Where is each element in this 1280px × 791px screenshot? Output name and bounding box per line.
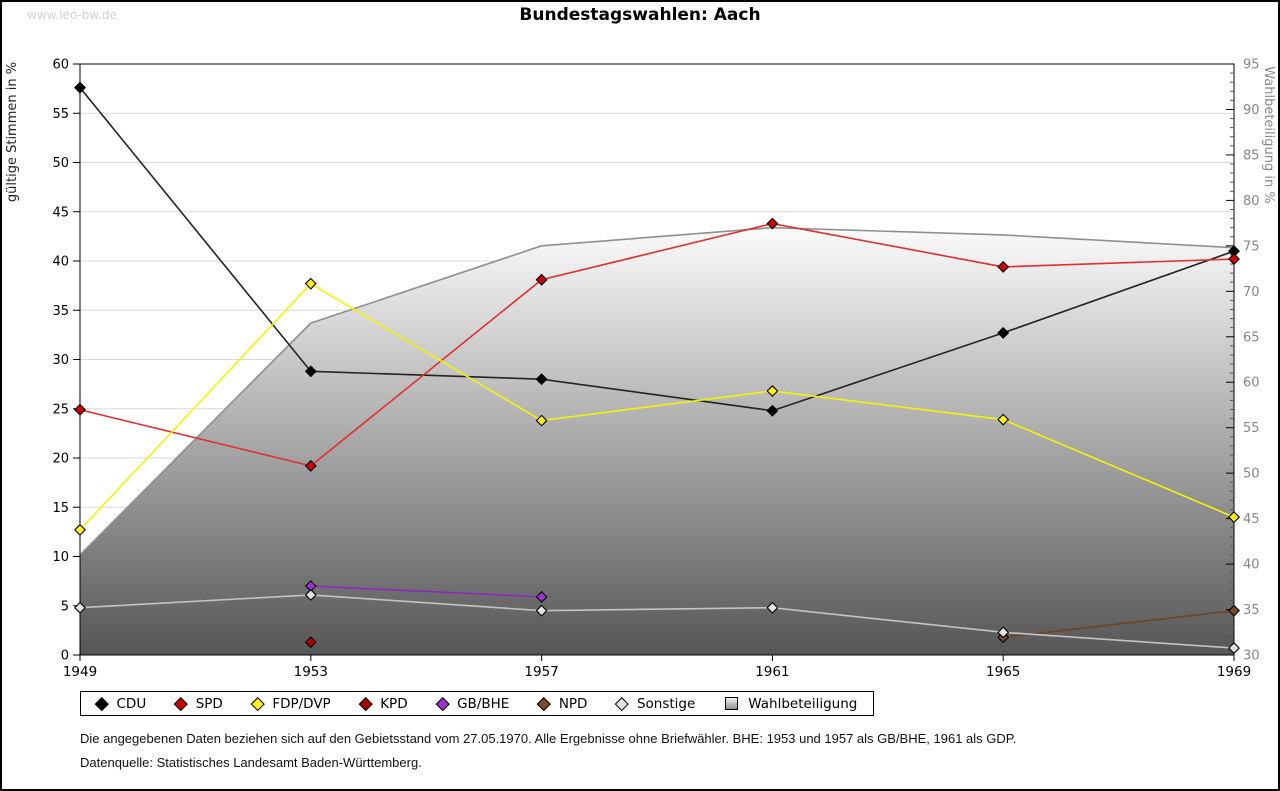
right-axis-tick-label: 90 <box>1243 103 1260 118</box>
legend-item-spd: SPD <box>174 695 223 712</box>
watermark: www.leo-bw.de <box>27 8 117 22</box>
legend-item-kpd: KPD <box>358 695 408 712</box>
right-axis-tick-label: 40 <box>1243 558 1260 573</box>
legend-label: GB/BHE <box>457 695 510 712</box>
x-axis-year-label: 1965 <box>986 664 1020 680</box>
legend-label: SPD <box>195 695 223 712</box>
legend-marker-wahlbeteiligung-icon <box>725 697 739 710</box>
x-axis-year-label: 1953 <box>294 664 328 680</box>
legend-item-gb-bhe: GB/BHE <box>435 695 510 712</box>
right-axis-tick-label: 70 <box>1243 285 1260 300</box>
left-axis-tick-label: 60 <box>52 58 69 73</box>
legend-item-fdp-dvp: FDP/DVP <box>250 695 331 712</box>
series-marker-spd <box>1228 253 1240 266</box>
legend-label: Wahlbeteiligung <box>748 695 858 712</box>
left-axis-title: gültige Stimmen in % <box>5 62 20 202</box>
series-line-npd <box>1003 609 1235 639</box>
series-marker-cdu <box>74 81 86 94</box>
right-axis-tick-label: 75 <box>1243 239 1260 254</box>
turnout-area <box>80 227 1234 655</box>
right-axis-tick-label: 65 <box>1243 330 1260 345</box>
x-axis-year-label: 1969 <box>1217 664 1251 680</box>
right-axis-title: Wahlbeteiligung in % <box>1261 66 1276 203</box>
series-marker-kpd <box>304 636 317 649</box>
left-axis-tick-label: 55 <box>52 107 69 122</box>
left-axis-tick-label: 20 <box>52 452 69 467</box>
left-axis-tick-label: 15 <box>52 501 69 516</box>
series-line-sonstige <box>79 594 1235 649</box>
legend-label: CDU <box>116 695 147 712</box>
turnout-area-edge <box>79 226 1235 556</box>
left-axis-tick-label: 35 <box>52 304 69 319</box>
x-axis-year-label: 1949 <box>63 664 97 680</box>
right-axis-tick-label: 30 <box>1243 649 1260 664</box>
legend-marker-npd-icon <box>537 696 551 711</box>
series-marker-fdp-dvp <box>766 385 779 397</box>
right-axis-tick-label: 55 <box>1243 421 1260 436</box>
legend-marker-kpd-icon <box>358 696 373 711</box>
series-line-fdp-dvp <box>79 282 1235 531</box>
series-marker-sonstige <box>766 601 779 614</box>
x-axis-year-label: 1961 <box>755 664 789 680</box>
right-axis-tick-label: 85 <box>1243 148 1260 163</box>
chart-legend: CDU SPD FDP/DVP KPD GB/BHE NPD Sonstige Wahlbet… <box>80 691 875 716</box>
legend-label: KPD <box>380 695 408 712</box>
legend-item-cdu: CDU <box>95 695 147 712</box>
series-marker-spd <box>535 273 548 286</box>
series-marker-fdp-dvp <box>74 523 86 536</box>
series-marker-cdu <box>535 373 548 386</box>
legend-item-sonstige: Sonstige <box>615 695 696 712</box>
series-marker-cdu <box>997 326 1010 339</box>
series-marker-sonstige <box>74 601 86 614</box>
series-marker-spd <box>304 459 317 472</box>
right-axis-tick-label: 50 <box>1243 467 1260 482</box>
series-line-gb-bhe <box>310 585 542 598</box>
right-axis-tick-label: 45 <box>1243 512 1260 527</box>
footnote-gebietsstand: Die angegebenen Daten beziehen sich auf … <box>80 731 1017 746</box>
left-axis-tick-label: 25 <box>52 402 69 417</box>
series-marker-spd <box>74 403 86 416</box>
right-axis-tick-label: 80 <box>1243 194 1260 209</box>
left-axis-tick-label: 30 <box>52 353 69 368</box>
right-axis-tick-label: 95 <box>1243 58 1260 73</box>
series-marker-cdu <box>766 404 779 417</box>
legend-label: FDP/DVP <box>272 695 331 712</box>
page-title: Bundestagswahlen: Aach <box>519 5 761 25</box>
footnote-datenquelle: Datenquelle: Statistisches Landesamt Bad… <box>80 755 422 770</box>
series-marker-fdp-dvp <box>535 414 548 427</box>
x-axis-year-label: 1957 <box>524 664 558 680</box>
left-axis-tick-label: 10 <box>52 550 69 565</box>
series-marker-sonstige <box>997 626 1010 639</box>
legend-marker-spd-icon <box>174 696 188 711</box>
series-marker-npd <box>1228 604 1240 617</box>
series-marker-sonstige <box>304 588 317 601</box>
right-axis-tick-label: 60 <box>1243 376 1260 391</box>
right-axis-tick-label: 35 <box>1243 603 1260 618</box>
series-marker-gb-bhe <box>535 590 548 603</box>
series-marker-spd <box>997 260 1010 273</box>
series-marker-fdp-dvp <box>304 277 317 290</box>
legend-marker-sonstige-icon <box>615 696 629 711</box>
left-axis-tick-label: 5 <box>61 599 69 614</box>
series-marker-sonstige <box>535 604 548 617</box>
election-line-chart: 0 5 10 15 20 25 30 35 40 45 50 55 60 30 35 40 45 50 55 60 65… <box>5 58 1276 681</box>
series-marker-cdu <box>304 365 317 378</box>
left-axis-tick-label: 40 <box>52 255 69 270</box>
series-marker-fdp-dvp <box>997 413 1010 426</box>
legend-marker-fdp-dvp-icon <box>250 696 265 711</box>
legend-item-npd: NPD <box>537 695 588 712</box>
legend-marker-gb-bhe-icon <box>435 696 450 711</box>
legend-item-wahlbeteiligung: Wahlbeteiligung <box>725 696 857 712</box>
left-axis-tick-label: 0 <box>61 649 69 664</box>
series-line-spd <box>79 222 1235 467</box>
left-axis-tick-label: 50 <box>52 156 69 171</box>
legend-label: Sonstige <box>636 695 696 712</box>
left-axis-tick-label: 45 <box>52 205 69 220</box>
legend-marker-cdu-icon <box>95 696 109 711</box>
series-marker-spd <box>766 217 779 230</box>
series-marker-sonstige <box>1228 642 1240 655</box>
legend-label: NPD <box>558 695 588 712</box>
series-marker-fdp-dvp <box>1228 511 1240 524</box>
